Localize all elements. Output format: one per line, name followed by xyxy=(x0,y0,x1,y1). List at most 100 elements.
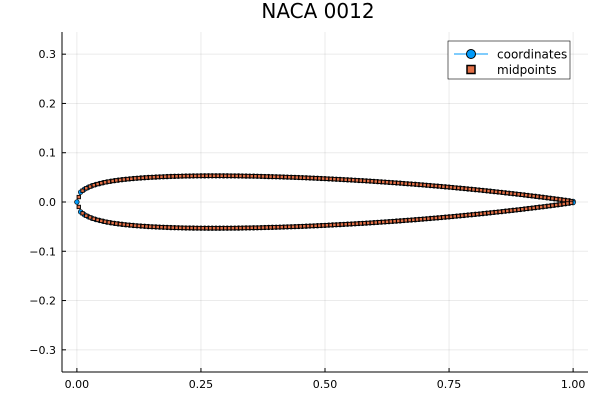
midpoint-marker xyxy=(166,174,172,179)
midpoint-marker xyxy=(283,174,288,180)
midpoint-marker xyxy=(313,223,318,228)
midpoint-marker xyxy=(219,173,224,178)
midpoint-marker xyxy=(441,215,446,220)
midpoint-marker xyxy=(508,208,514,213)
midpoint-marker xyxy=(264,174,269,179)
midpoint-marker xyxy=(290,224,296,229)
midpoint-marker xyxy=(95,181,100,187)
midpoint-marker xyxy=(166,225,172,230)
midpoint-marker xyxy=(463,213,469,218)
midpoint-marker xyxy=(512,207,518,213)
midpoint-marker xyxy=(392,180,397,185)
midpoint-marker xyxy=(253,174,258,179)
midpoint-marker xyxy=(512,191,518,197)
midpoint-marker xyxy=(151,224,157,229)
y-tick-label: 0.1 xyxy=(39,147,57,160)
y-tick-label: −0.1 xyxy=(29,245,56,258)
midpoint-marker xyxy=(242,173,247,179)
midpoint-marker xyxy=(260,174,266,179)
midpoint-marker xyxy=(366,178,371,184)
midpoint-marker xyxy=(523,193,529,198)
midpoint-marker xyxy=(388,219,393,224)
midpoint-marker xyxy=(501,190,506,195)
midpoint-marker xyxy=(114,221,119,226)
midpoint-marker xyxy=(414,217,420,222)
midpoint-marker xyxy=(546,203,551,209)
midpoint-marker xyxy=(520,207,525,212)
midpoint-marker xyxy=(490,189,495,194)
midpoint-marker xyxy=(148,224,153,229)
midpoint-marker xyxy=(399,218,405,223)
midpoint-marker xyxy=(117,177,123,183)
midpoint-marker xyxy=(305,175,311,181)
midpoint-marker xyxy=(148,175,153,180)
midpoint-marker xyxy=(505,208,510,214)
midpoint-marker xyxy=(392,219,397,224)
midpoint-marker xyxy=(185,225,190,231)
midpoint-marker xyxy=(426,216,431,221)
midpoint-marker xyxy=(178,174,183,179)
midpoint-marker xyxy=(287,175,292,180)
midpoint-marker xyxy=(437,184,442,189)
midpoint-marker xyxy=(91,216,96,221)
midpoint-marker xyxy=(279,224,284,230)
y-tick-label: −0.2 xyxy=(29,295,56,308)
midpoint-marker xyxy=(429,216,435,221)
midpoint-marker xyxy=(200,173,205,178)
midpoint-marker xyxy=(260,225,266,230)
midpoint-marker xyxy=(539,194,544,200)
midpoint-marker xyxy=(467,212,472,218)
midpoint-marker xyxy=(245,225,251,231)
midpoint-marker xyxy=(501,209,506,214)
midpoint-marker xyxy=(508,191,514,196)
midpoint-marker xyxy=(347,221,352,227)
midpoint-marker xyxy=(429,183,435,188)
midpoint-marker xyxy=(302,224,307,229)
midpoint-marker xyxy=(125,176,130,182)
midpoint-marker xyxy=(215,226,221,231)
midpoint-marker xyxy=(170,174,175,179)
y-tick-label: −0.3 xyxy=(29,344,56,357)
midpoint-marker xyxy=(471,187,476,192)
midpoint-marker xyxy=(478,211,484,216)
midpoint-marker xyxy=(298,224,303,229)
midpoint-marker xyxy=(471,212,476,217)
midpoint-marker xyxy=(535,205,540,210)
midpoint-marker xyxy=(373,220,378,225)
midpoint-marker xyxy=(366,220,371,226)
midpoint-marker xyxy=(238,225,243,231)
midpoint-marker xyxy=(155,224,160,230)
midpoint-marker xyxy=(163,225,168,230)
y-ticks: −0.3 −0.2 −0.1 0.0 0.1 0.2 0.3 xyxy=(29,48,66,357)
midpoint-marker xyxy=(561,197,566,203)
midpoint-marker xyxy=(482,188,487,193)
midpoint-marker xyxy=(422,182,427,188)
midpoint-marker xyxy=(211,226,217,231)
legend-coordinates-label: coordinates xyxy=(497,48,567,62)
coordinate-point xyxy=(74,199,80,205)
midpoint-marker xyxy=(136,175,142,181)
midpoint-marker xyxy=(106,220,111,225)
midpoint-marker xyxy=(189,173,194,179)
midpoint-marker xyxy=(226,226,232,231)
midpoint-marker xyxy=(486,210,491,216)
midpoint-marker xyxy=(554,202,559,208)
midpoint-marker xyxy=(129,223,134,228)
midpoint-marker xyxy=(99,218,104,224)
midpoint-marker xyxy=(245,173,251,179)
midpoint-marker xyxy=(403,218,408,223)
midpoint-marker xyxy=(132,176,138,181)
midpoint-marker xyxy=(336,177,341,182)
midpoint-marker xyxy=(178,225,183,230)
midpoint-marker xyxy=(223,226,228,231)
midpoint-marker xyxy=(204,226,209,231)
midpoint-marker xyxy=(396,180,401,186)
midpoint-marker xyxy=(403,181,408,186)
midpoint-marker xyxy=(445,184,450,190)
grid xyxy=(62,32,588,372)
legend: coordinates midpoints xyxy=(447,40,571,80)
midpoint-marker xyxy=(456,213,461,219)
midpoint-marker xyxy=(452,214,457,219)
midpoint-marker xyxy=(238,173,243,179)
x-ticks: 0.00 0.25 0.50 0.75 1.00 xyxy=(65,368,585,391)
